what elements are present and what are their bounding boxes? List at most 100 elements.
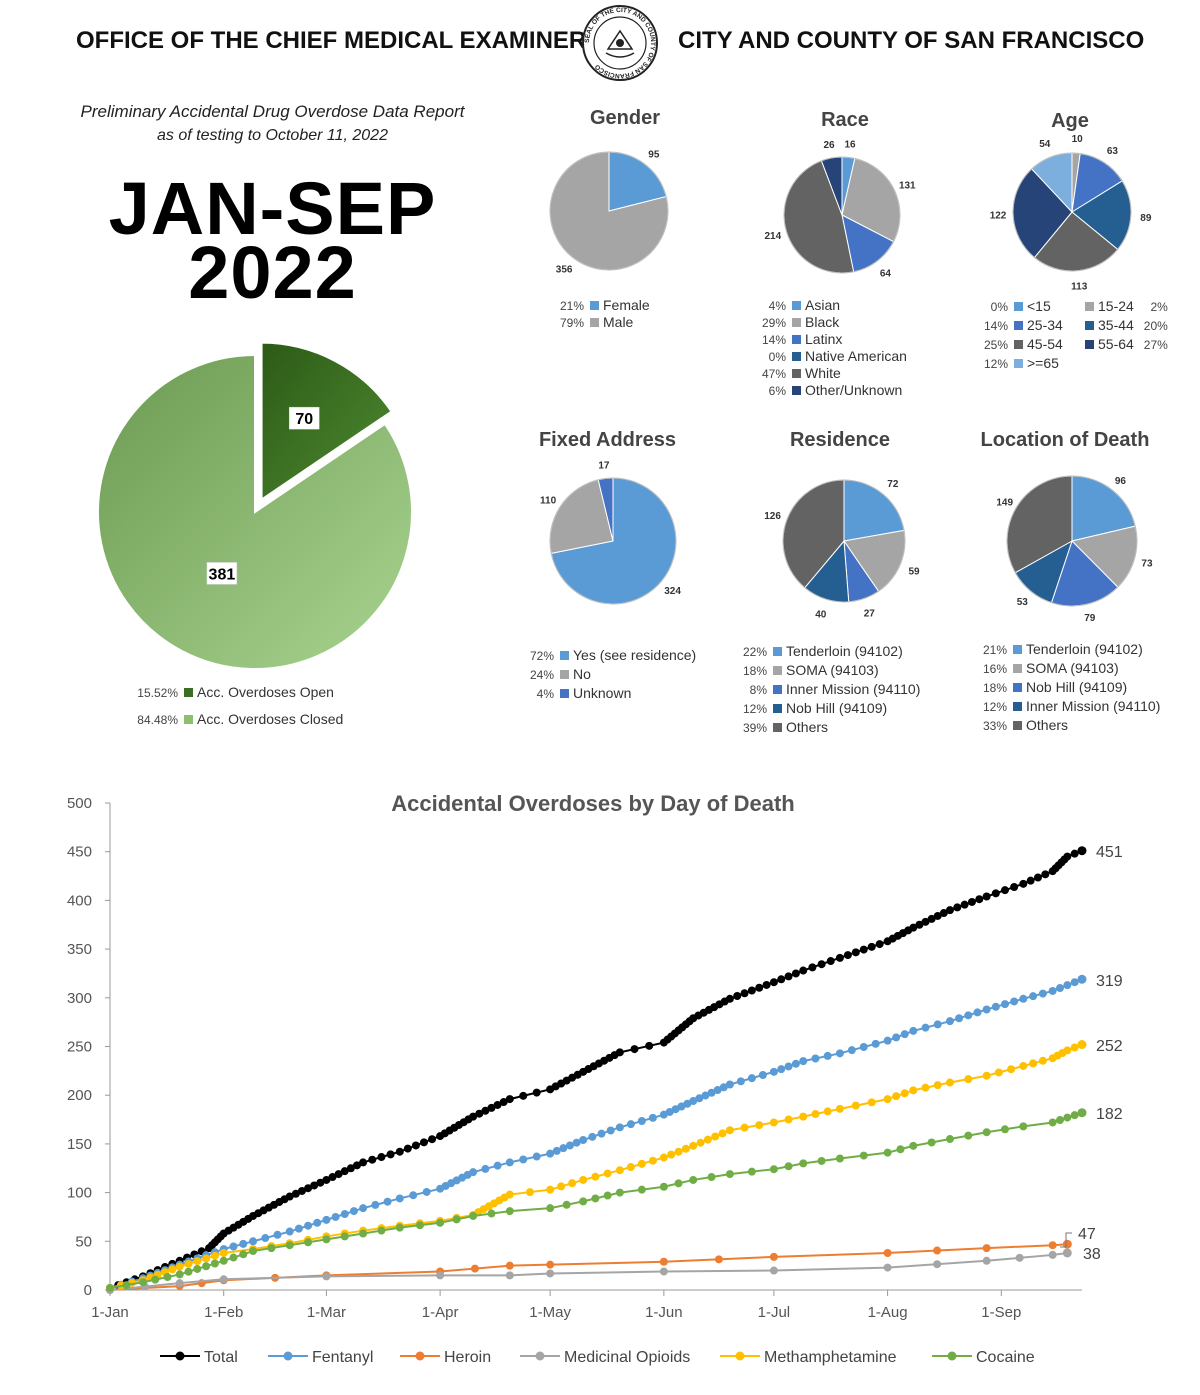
series-point (991, 1002, 1000, 1011)
residence-pie-chart: 72 59 27 40 126 (764, 479, 921, 621)
series-point (900, 1089, 909, 1098)
legend-label: Other/Unknown (805, 382, 903, 398)
series-point (921, 917, 930, 926)
series-point (481, 1164, 490, 1173)
gender-pie-title: Gender (589, 107, 661, 129)
series-point (229, 1253, 238, 1262)
series-point (285, 1241, 294, 1250)
series-point (202, 1254, 211, 1263)
series-point (285, 1192, 294, 1201)
status-legend: 15.52% Acc. Overdoses Open 84.48% Acc. Over… (130, 684, 343, 738)
series-point (1026, 876, 1035, 885)
series-point (740, 1123, 749, 1132)
series-point (681, 1144, 690, 1153)
legend-label: SOMA (94103) (1026, 660, 1119, 676)
fixed_address-value-label-0: 324 (664, 586, 681, 597)
residence-value-label-2: 27 (864, 609, 876, 620)
series-point (945, 906, 954, 915)
series-point (487, 1209, 496, 1218)
legend-swatch (773, 704, 782, 713)
series-point (769, 1067, 778, 1076)
location-legend-item: 18% Nob Hill (94109) (975, 678, 1160, 697)
location-legend-item: 33% Others (975, 716, 1160, 735)
series-point (193, 1264, 202, 1273)
series-point (975, 895, 984, 904)
series-point (1000, 1000, 1009, 1009)
series-end-label-total: 451 (1096, 844, 1123, 861)
age-legend: 0% <15 15-24 2% 14% 25-34 35-44 20% 25% 45-54 55-6… (980, 298, 1190, 372)
series-point (964, 1075, 973, 1084)
series-point (626, 1120, 635, 1129)
series-point (982, 1244, 991, 1253)
race-pie-title: Race (821, 109, 869, 131)
series-point (799, 1159, 808, 1168)
series-point (755, 1121, 764, 1130)
series-point (964, 1131, 973, 1140)
legend-percent: 2% (1150, 300, 1168, 314)
residence-value-label-1: 59 (909, 566, 921, 577)
series-point (572, 1138, 581, 1147)
series-point (933, 1246, 942, 1255)
status-value-label-0: 70 (295, 411, 313, 428)
legend-percent: 20% (1143, 319, 1168, 333)
race-legend: 4% Asian 29% Black 14% Latinx 0% Native America… (752, 297, 907, 399)
series-point (689, 1175, 698, 1184)
legend-percent: 84.48% (137, 713, 178, 727)
series-point (273, 1230, 282, 1239)
series-point (371, 1200, 380, 1209)
series-point (395, 1194, 404, 1203)
location-value-label-4: 149 (996, 498, 1013, 509)
legend-swatch (560, 689, 569, 698)
legend-label: Unknown (573, 685, 632, 701)
series-point (955, 1014, 964, 1023)
age-pie-chart: 10 63 89 113 122 54 (990, 134, 1152, 292)
series-point (1063, 852, 1072, 861)
x-tick-label: 1-Apr (422, 1304, 459, 1321)
legend-swatch (792, 301, 801, 310)
y-tick-label: 250 (67, 1039, 92, 1056)
race-value-label-5: 26 (823, 140, 835, 151)
legend-swatch (1014, 340, 1023, 349)
legend-marker (415, 1351, 425, 1361)
legend-label: Tenderloin (94102) (1026, 641, 1143, 657)
series-point (377, 1226, 386, 1235)
series-point (713, 1086, 722, 1095)
series-point (546, 1185, 555, 1194)
legend-label-total: Total (204, 1349, 238, 1366)
series-point (151, 1275, 160, 1284)
legend-label: 25-34 (1027, 317, 1063, 333)
series-point (239, 1239, 248, 1248)
location-legend-item: 21% Tenderloin (94102) (975, 640, 1160, 659)
series-point (900, 1030, 909, 1039)
series-point (591, 1172, 600, 1181)
series-point (316, 1178, 325, 1187)
series-point (175, 1279, 184, 1288)
series-point (1070, 849, 1079, 858)
series-point (532, 1152, 541, 1161)
series-point (1048, 1250, 1057, 1259)
series-point (565, 1141, 574, 1150)
status-pie-chart: 70 381 (97, 341, 413, 670)
legend-percent: 16% (982, 662, 1007, 676)
series-point (799, 1112, 808, 1121)
series-point (883, 1263, 892, 1272)
series-point (331, 1212, 340, 1221)
legend-label: 15-24 (1098, 298, 1134, 314)
series-point (297, 1186, 306, 1195)
residence-legend-item: 39% Others (735, 718, 920, 737)
y-tick-label: 300 (67, 990, 92, 1007)
race-value-label-1: 131 (899, 181, 916, 192)
series-point (851, 1101, 860, 1110)
series-point (505, 1271, 514, 1280)
gender-legend-item: 79% Male (550, 314, 650, 331)
series-point (1038, 1056, 1047, 1065)
series-point (859, 1042, 868, 1051)
series-point (696, 1138, 705, 1147)
series-point (1063, 981, 1072, 990)
legend-label: 45-54 (1027, 336, 1063, 352)
series-point (859, 1151, 868, 1160)
legend-label: 55-64 (1098, 336, 1134, 352)
header-right-title: CITY AND COUNTY OF SAN FRANCISCO (678, 27, 1145, 54)
period-title-line2: 2022 (188, 231, 357, 314)
legend-percent: 8% (749, 683, 767, 697)
